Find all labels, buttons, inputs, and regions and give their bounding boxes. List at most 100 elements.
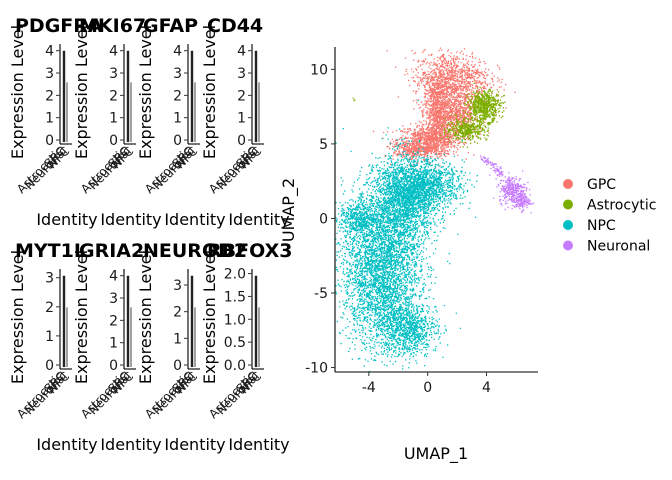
violin-y-tick-label: 4 [173,44,182,60]
legend-label: Neuronal [587,239,650,255]
violin-y-tick-label: 2 [237,88,246,104]
violin-y-tick-label: 0.0 [224,358,246,374]
violin-y-tick-label: 3 [173,66,182,82]
violin-y-tick-label: 0 [109,358,118,374]
violin-y-tick-label: 3 [109,291,118,307]
violin-y-tick-label: 1.0 [224,312,246,328]
violin-y-tick-label: 4 [109,44,118,60]
legend-swatch [563,220,573,230]
violin-y-tick-label: 0 [109,133,118,149]
umap-x-axis-label: UMAP_1 [404,444,468,464]
violin-y-tick-label: 1 [45,329,54,345]
legend-item-neuronal: Neuronal [563,239,650,255]
violin-x-axis-label: Identity [228,435,289,454]
violin-y-tick-label: 3 [237,66,246,82]
violin-panel-title: GRIA2 [79,240,144,262]
umap-x-tick-label: 4 [482,380,491,396]
umap-x-tick-label: -4 [362,380,376,396]
umap-point-cloud [372,47,516,171]
violin-panel-title: PDGFRA [15,15,103,37]
legend-swatch [563,199,573,210]
legend-item-astrocytic: Astrocytic [563,198,656,214]
umap-legend: GPC Astrocytic NPC Neuronal [563,177,656,255]
violin-y-tick-label: 2 [109,313,118,329]
legend-item-npc: NPC [563,218,616,234]
violin-y-axis-label: Expression Level [136,25,155,159]
violin-y-tick-label: 1 [109,336,118,352]
umap-series-neuronal [480,155,535,214]
violin-y-axis-label: Expression Level [136,250,155,384]
violin-y-tick-label: 3 [45,271,54,287]
violin-y-axis-label: Expression Level [200,250,219,384]
violin-y-axis-label: Expression Level [72,250,91,384]
legend-label: GPC [587,177,616,193]
violin-x-axis-label: Identity [164,435,225,454]
umap-point-cloud [480,155,535,214]
violin-y-tick-label: 2 [109,88,118,104]
violin-x-axis-label: Identity [228,210,289,229]
legend-item-gpc: GPC [563,177,616,193]
violin-x-axis-label: Identity [100,210,161,229]
violin-y-tick-label: 2 [45,300,54,316]
violin-y-tick-label: 1.5 [224,289,246,305]
umap-series-astrocytic [352,82,506,148]
umap-point-cloud [335,100,478,373]
violin-y-tick-label: 1 [237,111,246,127]
umap-y-tick-label: -10 [305,361,328,377]
violin-y-tick-label: 4 [45,44,54,60]
violin-y-tick-label: 2 [45,88,54,104]
umap-y-tick-label: 0 [319,211,328,227]
violin-x-axis-label: Identity [164,210,225,229]
violin-y-tick-label: 4 [109,269,118,285]
umap-x-tick-label: 0 [423,380,432,396]
umap-y-tick-label: -5 [314,286,328,302]
violin-y-tick-label: 0 [45,133,54,149]
violin-y-tick-label: 3 [109,66,118,82]
violin-y-tick-label: 2 [173,88,182,104]
violin-panel-title: NEUROD2 [143,240,247,262]
violin-y-tick-label: 0 [173,133,182,149]
violin-panel-title: MKI67 [79,15,146,37]
violin-y-tick-label: 0 [173,358,182,374]
violin-y-axis-label: Expression Level [8,25,27,159]
violin-x-axis-label: Identity [36,210,97,229]
legend-label: NPC [587,218,616,234]
violin-y-axis-label: Expression Level [200,25,219,159]
umap-y-tick-label: 10 [310,62,328,78]
violin-y-tick-label: 0 [237,133,246,149]
umap-ticks: -4 0 4 -10 -5 0 5 10 [305,62,491,396]
umap-point-cloud [352,82,506,148]
legend-label: Astrocytic [587,198,656,214]
violin-panel-title: MYT1L [15,240,86,262]
violin-y-tick-label: 3 [45,66,54,82]
violin-x-axis-label: Identity [36,435,97,454]
umap-points [335,47,535,373]
umap-series-npc [335,100,478,373]
legend-swatch [563,179,573,189]
umap-series-gpc [372,47,516,171]
violin-x-axis-label: Identity [100,435,161,454]
umap-y-axis-label: UMAP_2 [279,178,299,242]
violin-y-axis-label: Expression Level [72,25,91,159]
violin-y-tick-label: 1 [45,111,54,127]
violin-panel-title: CD44 [207,15,263,37]
violin-y-tick-label: 1 [173,111,182,127]
umap-scatter-plot: -4 0 4 -10 -5 0 5 10 UMAP_1 UMAP_2 [279,47,538,464]
violin-y-tick-label: 1 [173,331,182,347]
violin-panel-title: RBFOX3 [207,240,292,262]
violin-panel-title: GFAP [143,15,198,37]
legend-swatch [563,240,573,251]
violin-y-tick-label: 1 [109,111,118,127]
umap-y-tick-label: 5 [319,137,328,153]
violin-y-tick-label: 0 [45,358,54,374]
violin-y-tick-label: 2 [173,305,182,321]
violin-y-axis-label: Expression Level [8,250,27,384]
violin-y-tick-label: 3 [173,278,182,294]
violin-y-tick-label: 2.0 [224,267,246,283]
violin-y-tick-label: 4 [237,44,246,60]
violin-y-tick-label: 0.5 [224,335,246,351]
